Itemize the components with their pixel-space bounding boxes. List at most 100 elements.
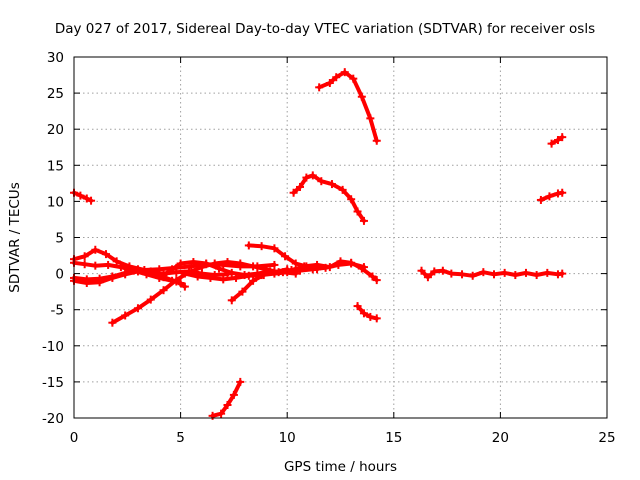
data-point bbox=[347, 195, 356, 204]
data-point bbox=[244, 241, 253, 250]
data-point bbox=[159, 271, 168, 280]
chart-title: Day 027 of 2017, Sidereal Day-to-day VTE… bbox=[55, 21, 595, 37]
data-point bbox=[295, 266, 304, 275]
data-point bbox=[366, 312, 375, 321]
data-point bbox=[458, 270, 467, 279]
data-point bbox=[91, 261, 100, 270]
data-point bbox=[232, 273, 241, 282]
y-tick-label: -20 bbox=[42, 411, 64, 427]
data-point bbox=[536, 195, 545, 204]
data-point bbox=[168, 265, 177, 274]
data-point bbox=[543, 268, 552, 277]
data-point bbox=[80, 260, 89, 269]
data-point bbox=[80, 252, 89, 261]
data-point bbox=[87, 196, 96, 205]
data-point bbox=[133, 304, 142, 313]
data-point bbox=[206, 273, 215, 282]
series-arc-12 bbox=[291, 173, 366, 223]
data-point bbox=[249, 276, 258, 285]
data-point bbox=[244, 271, 253, 280]
data-point bbox=[146, 295, 155, 304]
x-axis-label: GPS time / hours bbox=[284, 459, 397, 475]
data-point bbox=[372, 136, 381, 145]
data-point bbox=[359, 216, 368, 225]
data-point bbox=[372, 314, 381, 323]
data-point bbox=[295, 182, 304, 191]
data-point bbox=[227, 296, 236, 305]
data-point bbox=[155, 273, 164, 282]
data-point bbox=[193, 272, 202, 281]
data-point bbox=[236, 377, 245, 386]
grid bbox=[74, 57, 607, 418]
data-point bbox=[302, 262, 311, 271]
data-point bbox=[447, 269, 456, 278]
x-axis: 0 5 10 15 20 25 bbox=[70, 57, 616, 446]
y-tick-label: -10 bbox=[42, 339, 64, 355]
data-point bbox=[223, 401, 232, 410]
data-point bbox=[338, 185, 347, 194]
data-point bbox=[479, 268, 488, 277]
x-tick-label: 15 bbox=[385, 430, 402, 446]
y-tick-label: 10 bbox=[47, 194, 64, 210]
data-point bbox=[121, 270, 130, 279]
x-tick-label: 20 bbox=[492, 430, 509, 446]
y-axis-label: SDTVAR / TECUs bbox=[7, 182, 23, 292]
data-point bbox=[236, 259, 245, 268]
data-point bbox=[308, 171, 317, 180]
data-point bbox=[249, 262, 258, 271]
data-point bbox=[101, 250, 110, 259]
data-point bbox=[368, 272, 377, 281]
data-point bbox=[521, 268, 530, 277]
data-point bbox=[176, 278, 185, 287]
data-point bbox=[353, 207, 362, 216]
data-point bbox=[176, 259, 185, 268]
data-point bbox=[423, 273, 432, 282]
data-point bbox=[133, 267, 142, 276]
data-point bbox=[82, 194, 91, 203]
x-tick-label: 0 bbox=[70, 430, 79, 446]
y-tick-label: 20 bbox=[47, 122, 64, 138]
data-point bbox=[500, 268, 509, 277]
data-point bbox=[317, 177, 326, 186]
data-point bbox=[229, 390, 238, 399]
data-series bbox=[70, 68, 567, 420]
data-point bbox=[159, 286, 168, 295]
data-point bbox=[283, 265, 292, 274]
series-arc-4 bbox=[72, 260, 183, 285]
data-point bbox=[82, 278, 91, 287]
data-point bbox=[532, 271, 541, 280]
y-tick-label: 5 bbox=[55, 231, 64, 247]
x-tick-label: 10 bbox=[279, 430, 296, 446]
data-point bbox=[417, 266, 426, 275]
y-tick-label: -5 bbox=[51, 303, 64, 319]
data-point bbox=[321, 263, 330, 272]
data-point bbox=[214, 264, 223, 273]
series-arc-15 bbox=[419, 268, 565, 280]
data-point bbox=[347, 259, 356, 268]
data-point bbox=[91, 245, 100, 254]
data-point bbox=[180, 282, 189, 291]
data-point bbox=[325, 78, 334, 87]
data-point bbox=[104, 260, 113, 269]
data-point bbox=[108, 318, 117, 327]
data-point bbox=[340, 68, 349, 77]
data-point bbox=[121, 311, 130, 320]
data-point bbox=[302, 173, 311, 182]
data-point bbox=[353, 302, 362, 311]
data-point bbox=[553, 136, 562, 145]
y-tick-label: 30 bbox=[47, 50, 64, 66]
data-point bbox=[259, 271, 268, 280]
data-point bbox=[558, 269, 567, 278]
y-tick-label: 25 bbox=[47, 86, 64, 102]
data-point bbox=[359, 263, 368, 272]
data-point bbox=[146, 268, 155, 277]
data-point bbox=[180, 269, 189, 278]
data-point bbox=[219, 275, 228, 284]
data-point bbox=[270, 244, 279, 253]
y-tick-label: 15 bbox=[47, 158, 64, 174]
data-point bbox=[366, 114, 375, 123]
data-point bbox=[189, 258, 198, 267]
data-point bbox=[95, 278, 104, 287]
data-point bbox=[172, 276, 181, 285]
